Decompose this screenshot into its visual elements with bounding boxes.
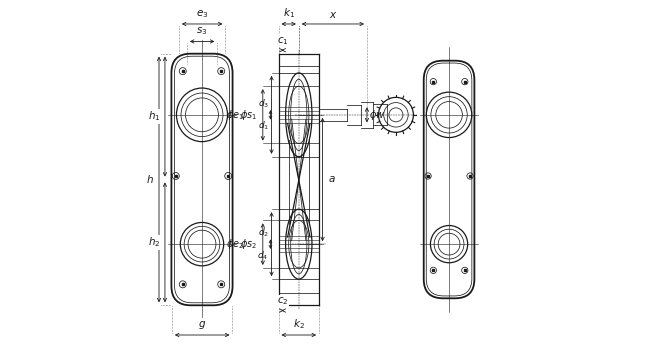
Text: $d_1$: $d_1$ bbox=[257, 120, 268, 132]
Text: $h_2$: $h_2$ bbox=[148, 236, 161, 249]
Text: $s_3$: $s_3$ bbox=[196, 25, 208, 37]
Text: $\phi s_2$: $\phi s_2$ bbox=[240, 237, 257, 251]
Text: $d_3$: $d_3$ bbox=[257, 97, 268, 110]
Text: $\phi s_1$: $\phi s_1$ bbox=[240, 108, 257, 122]
Text: $d_4$: $d_4$ bbox=[257, 249, 268, 262]
Text: $c_2$: $c_2$ bbox=[277, 295, 289, 307]
Text: $g$: $g$ bbox=[198, 319, 206, 331]
Text: $\phi e_2$: $\phi e_2$ bbox=[226, 237, 244, 251]
Text: $c_1$: $c_1$ bbox=[277, 35, 289, 47]
Text: $a$: $a$ bbox=[328, 175, 335, 185]
Text: $d_2$: $d_2$ bbox=[257, 227, 268, 239]
Text: $h_1$: $h_1$ bbox=[148, 110, 161, 124]
Text: $\phi w$: $\phi w$ bbox=[369, 108, 385, 122]
Text: $e_3$: $e_3$ bbox=[196, 8, 209, 20]
Text: $\phi e_1$: $\phi e_1$ bbox=[226, 108, 244, 122]
Text: $x$: $x$ bbox=[329, 10, 337, 20]
Text: $k_2$: $k_2$ bbox=[293, 317, 305, 331]
Text: $k_1$: $k_1$ bbox=[283, 6, 294, 20]
Text: $h$: $h$ bbox=[146, 174, 154, 186]
